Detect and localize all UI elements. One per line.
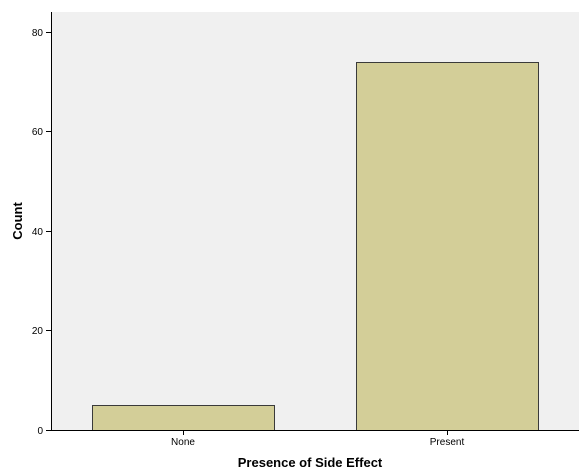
bars <box>92 62 539 431</box>
y-tick-label: 60 <box>32 127 44 138</box>
x-tick-label: None <box>171 437 195 448</box>
x-axis-title: Presence of Side Effect <box>238 455 383 470</box>
y-tick-label: 20 <box>32 326 44 337</box>
bar-present <box>356 62 539 431</box>
y-tick-label: 40 <box>32 227 44 238</box>
y-axis-title: Count <box>10 202 25 240</box>
bar-none <box>92 405 275 431</box>
y-tick-label: 0 <box>37 426 43 437</box>
y-tick-label: 80 <box>32 28 44 39</box>
x-axis-ticks: None Present <box>171 430 464 448</box>
y-axis-ticks: 0 20 40 60 80 <box>32 28 51 437</box>
x-tick-label: Present <box>430 437 465 448</box>
